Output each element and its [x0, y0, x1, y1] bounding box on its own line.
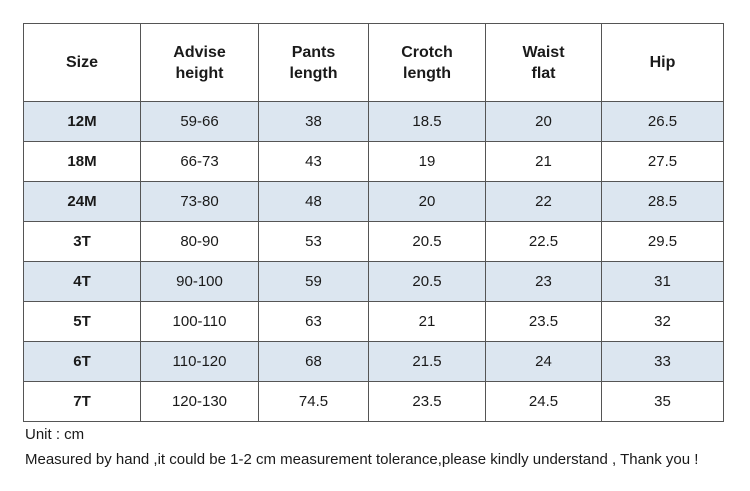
crotch-length-cell: 20.5 — [368, 261, 486, 302]
advise-height-cell: 73-80 — [140, 181, 259, 222]
waist-flat-cell: 23.5 — [485, 301, 602, 342]
table-row: 12M 59-66 38 18.5 20 26.5 — [23, 101, 724, 142]
table-row: 3T 80-90 53 20.5 22.5 29.5 — [23, 221, 724, 262]
header-hip: Hip — [601, 23, 724, 102]
header-waist-flat: Waist flat — [485, 23, 602, 102]
unit-note: Unit : cm — [25, 426, 85, 443]
size-cell: 7T — [23, 381, 141, 422]
advise-height-cell: 110-120 — [140, 341, 259, 382]
table-row: 7T 120-130 74.5 23.5 24.5 35 — [23, 381, 724, 422]
pants-length-cell: 53 — [258, 221, 369, 262]
header-crotch-length: Crotch length — [368, 23, 486, 102]
table-row: 6T 110-120 68 21.5 24 33 — [23, 341, 724, 382]
advise-height-cell: 59-66 — [140, 101, 259, 142]
crotch-length-cell: 18.5 — [368, 101, 486, 142]
size-cell: 4T — [23, 261, 141, 302]
waist-flat-cell: 22 — [485, 181, 602, 222]
pants-length-cell: 74.5 — [258, 381, 369, 422]
crotch-length-cell: 21 — [368, 301, 486, 342]
advise-height-cell: 80-90 — [140, 221, 259, 262]
table-row: 24M 73-80 48 20 22 28.5 — [23, 181, 724, 222]
size-cell: 6T — [23, 341, 141, 382]
crotch-length-cell: 20.5 — [368, 221, 486, 262]
waist-flat-cell: 22.5 — [485, 221, 602, 262]
crotch-length-cell: 23.5 — [368, 381, 486, 422]
crotch-length-cell: 19 — [368, 141, 486, 182]
header-advise-height: Advise height — [140, 23, 259, 102]
measurement-disclaimer: Measured by hand ,it could be 1-2 cm mea… — [25, 451, 699, 468]
pants-length-cell: 38 — [258, 101, 369, 142]
hip-cell: 27.5 — [601, 141, 724, 182]
hip-cell: 32 — [601, 301, 724, 342]
table-row: 4T 90-100 59 20.5 23 31 — [23, 261, 724, 302]
advise-height-cell: 100-110 — [140, 301, 259, 342]
table-row: 5T 100-110 63 21 23.5 32 — [23, 301, 724, 342]
waist-flat-cell: 20 — [485, 101, 602, 142]
header-size: Size — [23, 23, 141, 102]
header-pants-length: Pants length — [258, 23, 369, 102]
pants-length-cell: 63 — [258, 301, 369, 342]
pants-length-cell: 48 — [258, 181, 369, 222]
pants-length-cell: 68 — [258, 341, 369, 382]
pants-length-cell: 43 — [258, 141, 369, 182]
hip-cell: 35 — [601, 381, 724, 422]
hip-cell: 26.5 — [601, 101, 724, 142]
size-cell: 5T — [23, 301, 141, 342]
hip-cell: 33 — [601, 341, 724, 382]
size-cell: 18M — [23, 141, 141, 182]
advise-height-cell: 90-100 — [140, 261, 259, 302]
advise-height-cell: 66-73 — [140, 141, 259, 182]
table-header-row: Size Advise height Pants length Crotch l… — [23, 23, 724, 102]
waist-flat-cell: 24.5 — [485, 381, 602, 422]
crotch-length-cell: 20 — [368, 181, 486, 222]
waist-flat-cell: 24 — [485, 341, 602, 382]
size-cell: 24M — [23, 181, 141, 222]
pants-length-cell: 59 — [258, 261, 369, 302]
size-chart: Size Advise height Pants length Crotch l… — [23, 23, 724, 422]
hip-cell: 31 — [601, 261, 724, 302]
waist-flat-cell: 21 — [485, 141, 602, 182]
size-cell: 3T — [23, 221, 141, 262]
size-cell: 12M — [23, 101, 141, 142]
waist-flat-cell: 23 — [485, 261, 602, 302]
advise-height-cell: 120-130 — [140, 381, 259, 422]
table-row: 18M 66-73 43 19 21 27.5 — [23, 141, 724, 182]
size-table: Size Advise height Pants length Crotch l… — [23, 23, 724, 422]
hip-cell: 28.5 — [601, 181, 724, 222]
hip-cell: 29.5 — [601, 221, 724, 262]
crotch-length-cell: 21.5 — [368, 341, 486, 382]
